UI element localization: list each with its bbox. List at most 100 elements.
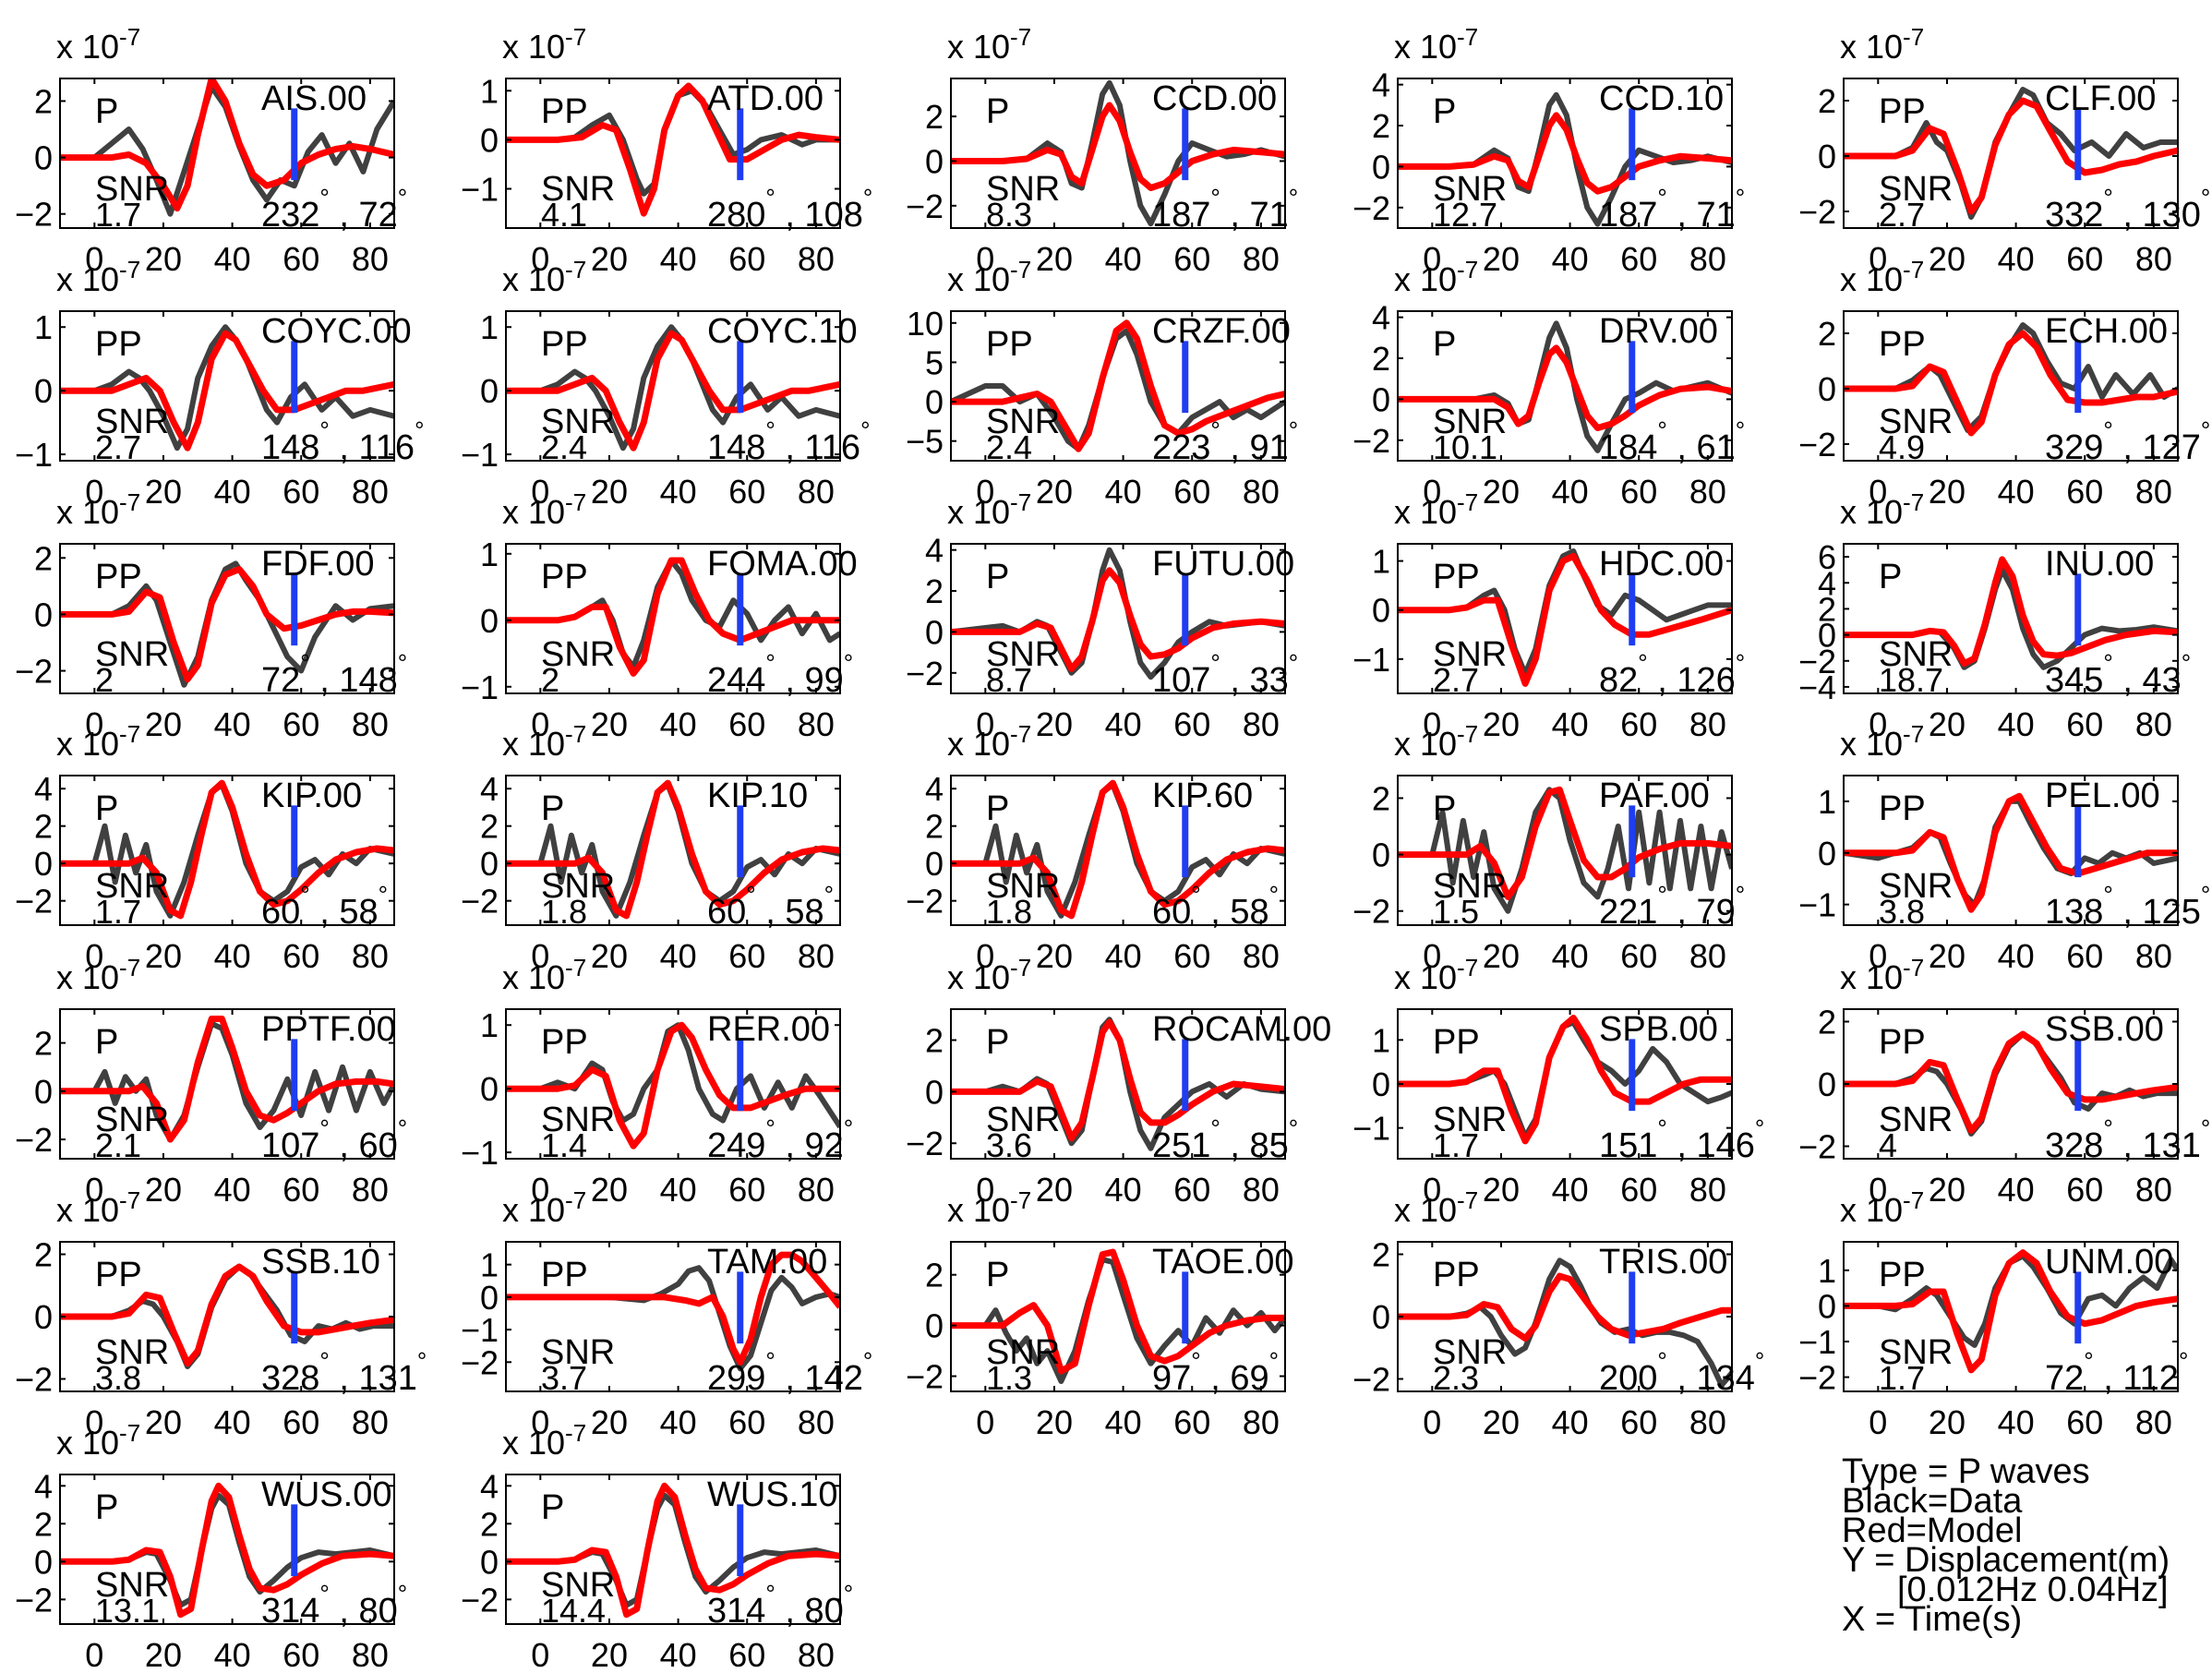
station-label: CCD.00 — [1152, 79, 1277, 118]
model-trace — [1844, 1030, 2178, 1135]
scale-factor: x 10-7 — [56, 1419, 140, 1462]
x-tick-label: 60 — [728, 1171, 765, 1209]
x-tick-label: 60 — [283, 1403, 319, 1441]
legend-frequency-band: [0.012Hz 0.04Hz] — [1897, 1571, 2169, 1609]
snr-label: SNR — [986, 170, 1060, 209]
y-tick-label: −2 — [1352, 422, 1390, 460]
x-tick-label: 80 — [1689, 1171, 1726, 1209]
scale-factor: x 10-7 — [1394, 1186, 1478, 1229]
scale-factor: x 10-7 — [56, 488, 140, 531]
y-tick-label: 0 — [1818, 1065, 1836, 1103]
x-tick-label: 0 — [85, 1403, 103, 1441]
snr-label: SNR — [541, 867, 615, 906]
scale-exponent: -7 — [119, 1186, 140, 1214]
station-label: FUTU.00 — [1152, 545, 1294, 584]
x-tick-label: 60 — [283, 937, 319, 975]
scale-factor: x 10-7 — [56, 954, 140, 996]
scale-exponent: -7 — [565, 1419, 586, 1447]
y-tick-label: 1 — [34, 308, 53, 346]
scale-factor: x 10-7 — [947, 954, 1031, 996]
phase-label: PP — [986, 325, 1033, 364]
azimuth-distance: 148° , 116° — [707, 416, 870, 467]
y-tick-label: 2 — [480, 1505, 499, 1543]
scale-exponent: -7 — [565, 256, 586, 283]
snr-value: 2 — [541, 661, 559, 699]
phase-label: P — [541, 1488, 564, 1527]
x-tick-label: 20 — [145, 473, 182, 511]
axes-frame — [505, 1241, 841, 1392]
x-tick-label: 0 — [976, 1171, 994, 1209]
x-tick-label: 80 — [1689, 1403, 1726, 1441]
x-tick-label: 20 — [1483, 1403, 1520, 1441]
snr-value: 8.3 — [986, 196, 1032, 234]
scale-factor: x 10-7 — [56, 1186, 140, 1229]
snr-value: 3.8 — [95, 1359, 141, 1397]
x-tick-label: 60 — [2066, 705, 2103, 743]
azimuth-distance: 299° , 142° — [707, 1347, 872, 1398]
x-tick-label: 40 — [214, 240, 251, 278]
azimuth-distance: 60° , 58° — [261, 881, 388, 932]
azimuth-distance: 151° , 146° — [1599, 1114, 1764, 1165]
model-trace — [1844, 330, 2178, 437]
x-tick-label: 80 — [1689, 937, 1726, 975]
phase-label: PP — [1879, 789, 1926, 828]
scale-exponent: -7 — [565, 23, 586, 51]
azimuth-distance: 314° , 80° — [261, 1580, 407, 1631]
x-tick-label: 20 — [1483, 705, 1520, 743]
axes-frame — [950, 1008, 1286, 1160]
azimuth-distance: 187° , 71° — [1152, 184, 1298, 235]
station-label: AIS.00 — [261, 79, 367, 118]
x-tick-label: 60 — [1620, 1403, 1657, 1441]
x-tick-label: 80 — [1243, 1403, 1280, 1441]
x-tick-label: 80 — [798, 1171, 835, 1209]
x-tick-label: 40 — [1998, 1171, 2035, 1209]
y-tick-label: 2 — [34, 808, 53, 846]
y-tick-label: 2 — [1818, 590, 1836, 628]
y-tick-label: 0 — [480, 1279, 499, 1317]
snr-label: SNR — [541, 170, 615, 209]
snr-label: SNR — [1879, 1333, 1953, 1372]
station-label: FDF.00 — [261, 545, 374, 584]
scale-factor: x 10-7 — [1394, 720, 1478, 763]
x-tick-label: 0 — [85, 1636, 103, 1673]
x-tick-label: 0 — [1423, 240, 1441, 278]
phase-label: P — [541, 789, 564, 828]
model-trace — [1398, 1272, 1732, 1342]
station-label: PAF.00 — [1599, 776, 1710, 815]
scale-exponent: -7 — [1457, 488, 1478, 516]
phase-label: PP — [541, 558, 588, 596]
axes-frame — [1843, 1241, 2179, 1392]
snr-value: 2.1 — [95, 1126, 141, 1164]
y-tick-label: 0 — [925, 142, 944, 180]
scale-exponent: -7 — [119, 1419, 140, 1447]
scale-factor: x 10-7 — [1394, 488, 1478, 531]
x-tick-label: 20 — [145, 240, 182, 278]
y-tick-label: 4 — [1372, 299, 1390, 337]
y-tick-label: 1 — [480, 1006, 499, 1044]
station-label: ATD.00 — [707, 79, 823, 118]
y-tick-label: 0 — [34, 845, 53, 883]
phase-label: P — [95, 92, 118, 131]
y-tick-label: −2 — [1352, 189, 1390, 227]
phase-label: P — [1433, 789, 1456, 828]
azimuth-distance: 138° , 125° — [2045, 881, 2210, 932]
snr-label: SNR — [1433, 635, 1507, 674]
x-tick-label: 60 — [1173, 1171, 1210, 1209]
x-tick-label: 80 — [1243, 705, 1280, 743]
y-tick-label: 0 — [1372, 592, 1390, 630]
snr-value: 18.7 — [1879, 661, 1943, 699]
x-tick-label: 20 — [591, 705, 628, 743]
model-trace — [60, 566, 394, 683]
legend-x-axis: X = Time(s) — [1842, 1600, 2023, 1639]
snr-label: SNR — [95, 1566, 169, 1605]
x-tick-label: 0 — [531, 1171, 549, 1209]
